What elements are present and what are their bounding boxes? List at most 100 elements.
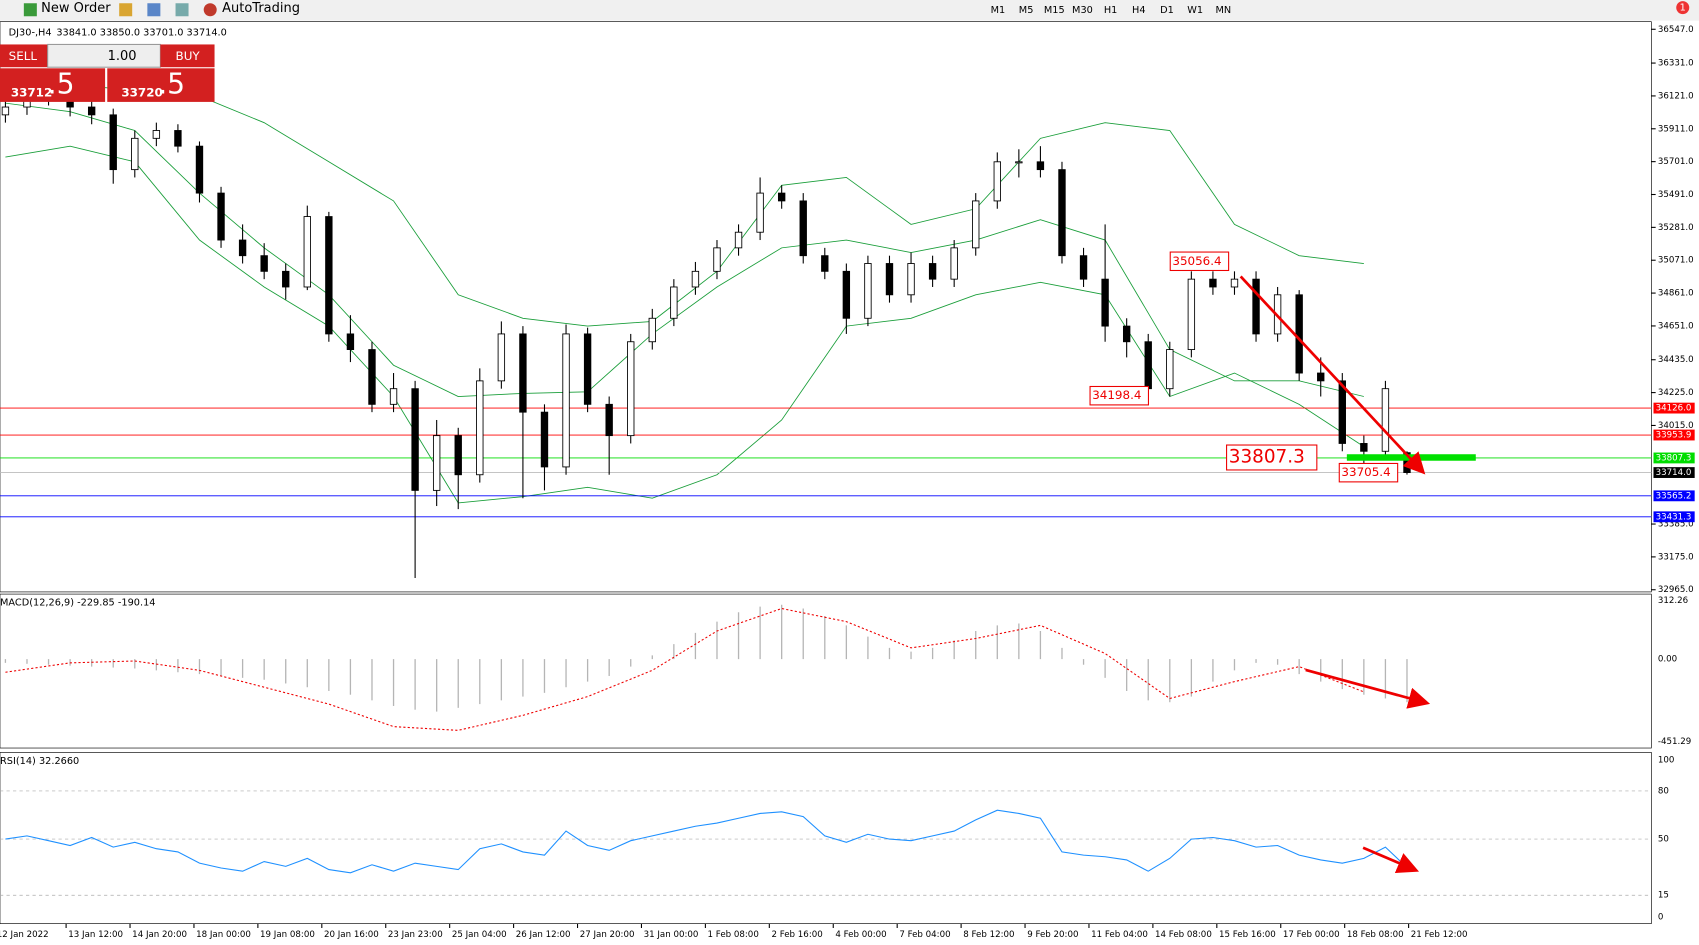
notification-badge[interactable] [1676, 1, 1690, 15]
timeframe-button[interactable]: H4 [1132, 5, 1146, 16]
price-level-tag [1653, 467, 1695, 478]
macd-bar [285, 659, 287, 684]
x-tick-label: 12 Jan 2022 [0, 930, 49, 940]
rsi-arrow [1362, 846, 1420, 874]
tool-icon[interactable] [119, 3, 133, 17]
candle-body [497, 333, 506, 382]
macd-tick-label: 0.00 [1658, 655, 1677, 665]
macd-bar [91, 659, 93, 667]
buy-button[interactable] [160, 44, 215, 68]
price-level-label: 33807.3 [1656, 453, 1692, 463]
macd-bar [996, 625, 998, 660]
x-tick-label: 19 Jan 08:00 [260, 930, 315, 940]
macd-bar [565, 659, 567, 688]
macd-bar [716, 621, 718, 660]
candle-body [799, 200, 807, 257]
x-tick-label: 23 Jan 23:00 [388, 930, 443, 940]
tool-icon[interactable] [147, 3, 161, 17]
candle-body [476, 380, 484, 476]
macd-bar [824, 616, 826, 660]
timeframe-button[interactable]: M15 [1044, 5, 1065, 16]
timeframe-button[interactable]: M1 [991, 5, 1006, 16]
buy-label[interactable]: BUY [176, 49, 201, 63]
candle-body [1252, 278, 1260, 335]
y-tick-label: 36331.0 [1658, 59, 1694, 69]
x-tick-label: 18 Feb 08:00 [1347, 930, 1404, 940]
candle-body [1360, 443, 1368, 452]
chart-ohlc: 33841.0 33850.0 33701.0 33714.0 [56, 28, 227, 39]
candle-body [1209, 278, 1217, 288]
autotrading-icon[interactable] [203, 3, 217, 17]
candle-body [777, 192, 786, 202]
sell-button[interactable] [0, 44, 48, 68]
macd-bar [500, 659, 503, 701]
candle-body [907, 263, 915, 296]
buy-price: 33720 [121, 86, 162, 100]
timeframe-button[interactable]: D1 [1160, 5, 1174, 16]
autotrading-button[interactable]: AutoTrading [222, 1, 300, 16]
sell-label[interactable]: SELL [9, 49, 38, 63]
sell-price: 33712 [11, 86, 52, 100]
timeframe-button[interactable]: M5 [1019, 5, 1034, 16]
timeframe-button[interactable]: MN [1215, 5, 1231, 16]
macd-bar [673, 644, 675, 660]
bollinger-band [5, 80, 1364, 327]
sell-price-box[interactable] [0, 68, 106, 102]
x-tick-label: 1 Feb 08:00 [708, 930, 759, 940]
x-tick-label: 13 Jan 12:00 [68, 930, 123, 940]
buy-price-box[interactable] [107, 68, 215, 102]
bollinger-band [5, 102, 1364, 397]
macd-bar [479, 659, 481, 705]
candle-body [1036, 161, 1045, 171]
price-annotation-box [1089, 385, 1149, 406]
macd-bar [1341, 659, 1343, 690]
new-order-button[interactable]: New Order [41, 1, 111, 16]
candle-body [864, 263, 872, 319]
new-order-icon[interactable] [23, 3, 37, 17]
macd-bar [198, 659, 201, 675]
timeframe-button[interactable]: M30 [1072, 5, 1093, 16]
timeframe-button[interactable]: W1 [1187, 5, 1203, 16]
x-tick-label: 14 Feb 08:00 [1155, 930, 1212, 940]
x-tick-label: 18 Jan 00:00 [196, 930, 251, 940]
macd-bar [1363, 659, 1365, 695]
macd-bar [371, 659, 373, 701]
candle-body [432, 435, 441, 491]
lots-input[interactable] [47, 43, 161, 68]
macd-bar [975, 631, 977, 660]
price-annotation-box [1338, 462, 1399, 483]
timeframe-button[interactable]: H1 [1104, 5, 1118, 16]
macd-bar [436, 659, 438, 712]
macd-bar [1255, 659, 1257, 663]
x-tick-label: 20 Jan 16:00 [324, 930, 379, 940]
x-tick-label: 15 Feb 16:00 [1219, 930, 1276, 940]
lots-value[interactable]: 1.00 [108, 49, 137, 64]
macd-bar [26, 659, 28, 664]
y-tick-label: 34435.0 [1658, 355, 1694, 365]
macd-bar [522, 659, 524, 697]
price-annotation: 33807.3 [1229, 446, 1305, 467]
rsi-tick-label: 50 [1658, 835, 1669, 845]
trade-panel: SELL 1.00 BUY 33712 .5 33720 .5 [0, 43, 215, 102]
candle-body [605, 403, 613, 437]
candle-body [282, 270, 290, 288]
chart-symbol: DJ30-,H4 [9, 28, 52, 39]
rsi-tick-label: 0 [1658, 913, 1664, 923]
tool-icon[interactable] [175, 3, 189, 17]
rsi-tick-label: 15 [1658, 891, 1669, 901]
macd-bar [328, 659, 330, 691]
price-annotation: 33705.4 [1341, 465, 1390, 479]
candle-body [1295, 294, 1303, 374]
candle-body [972, 200, 980, 249]
candle-body [885, 263, 894, 296]
macd-bar [1169, 659, 1171, 703]
x-tick-label: 4 Feb 00:00 [835, 930, 886, 940]
candle-body [454, 435, 462, 476]
macd-bar [1082, 659, 1085, 665]
candle-body [562, 333, 570, 468]
x-tick-label: 8 Feb 12:00 [963, 930, 1014, 940]
candle-body [217, 192, 225, 241]
candle-body [1381, 388, 1390, 452]
price-level-tag [1653, 511, 1695, 523]
